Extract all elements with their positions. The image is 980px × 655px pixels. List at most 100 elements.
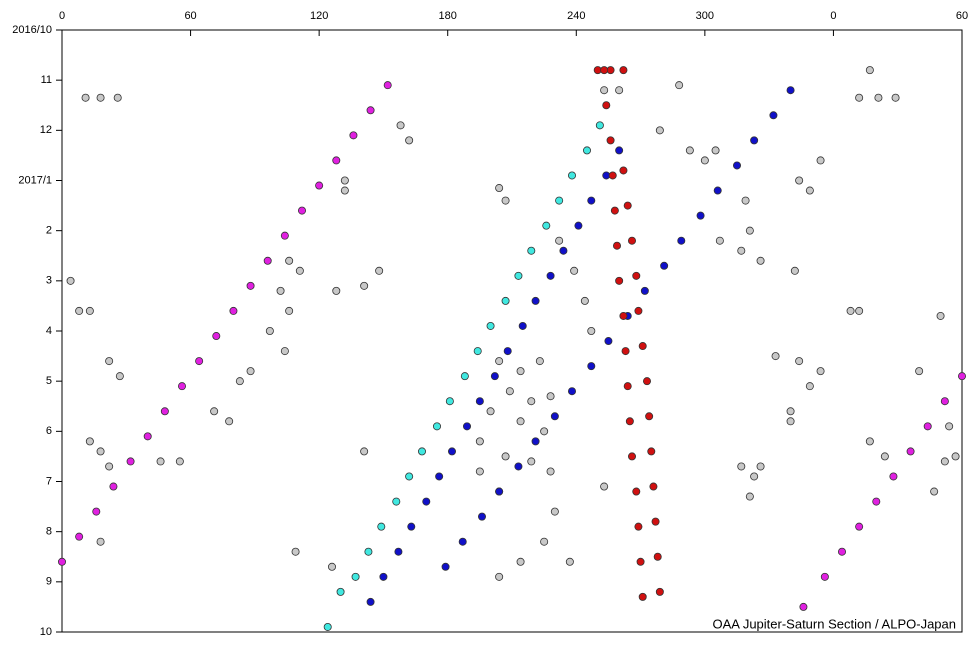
data-point: [396, 121, 405, 130]
data-point: [340, 186, 349, 195]
data-point: [559, 246, 568, 255]
y-tick-label: 4: [46, 325, 52, 337]
data-point: [915, 367, 924, 376]
data-point: [891, 93, 900, 102]
data-point: [906, 447, 915, 456]
data-point: [651, 517, 660, 526]
credit: OAA Jupiter-Saturn Section / ALPO-Japan: [712, 616, 956, 631]
data-point: [58, 557, 67, 566]
data-point: [383, 81, 392, 90]
data-point: [570, 266, 579, 275]
data-point: [516, 417, 525, 426]
data-point: [527, 246, 536, 255]
data-point: [696, 211, 705, 220]
data-point: [392, 497, 401, 506]
data-point: [816, 367, 825, 376]
data-point: [360, 447, 369, 456]
data-point: [531, 437, 540, 446]
data-point: [75, 532, 84, 541]
data-point: [615, 276, 624, 285]
y-tick-label: 2016/10: [12, 24, 52, 36]
data-point: [865, 437, 874, 446]
data-point: [634, 306, 643, 315]
data-point: [874, 93, 883, 102]
data-point: [745, 226, 754, 235]
data-point: [855, 93, 864, 102]
y-tick-label: 6: [46, 425, 52, 437]
data-point: [514, 462, 523, 471]
data-point: [546, 467, 555, 476]
data-point: [291, 547, 300, 556]
data-point: [225, 417, 234, 426]
data-point: [795, 357, 804, 366]
data-point: [441, 562, 450, 571]
data-point: [265, 326, 274, 335]
data-point: [276, 286, 285, 295]
data-point: [750, 472, 759, 481]
y-tick-label: 7: [46, 475, 52, 487]
data-point: [92, 507, 101, 516]
data-point: [805, 186, 814, 195]
data-point: [235, 377, 244, 386]
data-point: [495, 572, 504, 581]
data-point: [713, 186, 722, 195]
data-point: [737, 462, 746, 471]
data-point: [930, 487, 939, 496]
data-point: [574, 221, 583, 230]
data-point: [501, 452, 510, 461]
data-point: [602, 101, 611, 110]
data-point: [600, 66, 609, 75]
data-point: [375, 266, 384, 275]
data-point: [568, 387, 577, 396]
data-point: [105, 462, 114, 471]
x-tick-label: 0: [59, 10, 65, 22]
data-point: [880, 452, 889, 461]
data-point: [653, 552, 662, 561]
data-point: [501, 196, 510, 205]
data-point: [756, 462, 765, 471]
data-point: [417, 447, 426, 456]
data-point: [580, 296, 589, 305]
data-point: [619, 311, 628, 320]
data-point: [615, 86, 624, 95]
data-point: [475, 467, 484, 476]
data-point: [786, 407, 795, 416]
data-point: [540, 427, 549, 436]
data-point: [587, 362, 596, 371]
data-point: [623, 201, 632, 210]
data-point: [790, 266, 799, 275]
data-point: [632, 487, 641, 496]
data-point: [675, 81, 684, 90]
data-point: [96, 537, 105, 546]
data-point: [175, 457, 184, 466]
data-point: [156, 457, 165, 466]
data-point: [280, 347, 289, 356]
data-point: [263, 256, 272, 265]
data-point: [297, 206, 306, 215]
data-point: [643, 377, 652, 386]
data-point: [212, 332, 221, 341]
data-point: [473, 347, 482, 356]
data-point: [640, 286, 649, 295]
y-tick-label: 11: [41, 74, 52, 86]
data-point: [435, 472, 444, 481]
data-point: [636, 557, 645, 566]
data-point: [685, 146, 694, 155]
data-point: [638, 342, 647, 351]
data-point: [733, 161, 742, 170]
data-point: [700, 156, 709, 165]
data-point: [366, 597, 375, 606]
marks: [58, 66, 967, 631]
data-point: [177, 382, 186, 391]
data-point: [405, 136, 414, 145]
data-point: [619, 66, 628, 75]
data-point: [555, 236, 564, 245]
data-point: [951, 452, 960, 461]
data-point: [737, 246, 746, 255]
data-point: [518, 321, 527, 330]
data-point: [527, 397, 536, 406]
data-point: [486, 407, 495, 416]
data-point: [628, 236, 637, 245]
data-point: [550, 412, 559, 421]
